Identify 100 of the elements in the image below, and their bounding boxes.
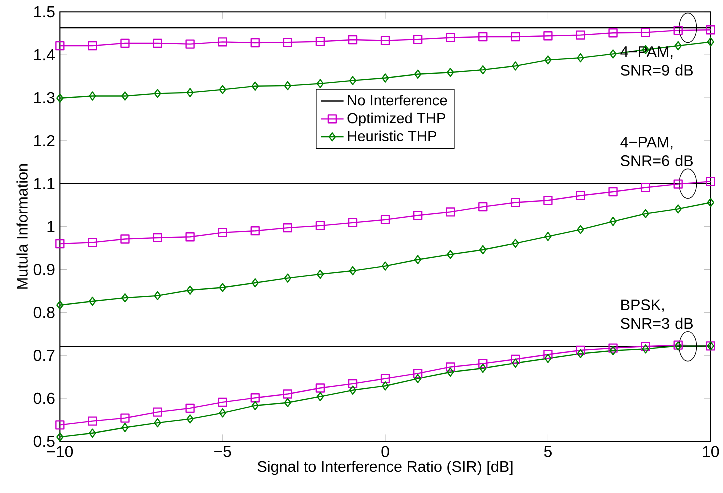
point	[56, 432, 64, 442]
annotation: BPSK, SNR=3 dB	[621, 300, 693, 330]
point	[219, 283, 226, 293]
point	[218, 38, 228, 47]
point	[478, 359, 488, 369]
point	[56, 420, 65, 430]
point	[56, 42, 65, 51]
y-tick-label: 1.4	[34, 50, 55, 61]
point	[512, 62, 520, 71]
y-tick-label: 1.3	[34, 92, 55, 104]
point	[674, 204, 682, 214]
point	[446, 362, 456, 372]
point	[674, 26, 683, 36]
point	[577, 225, 584, 235]
point	[512, 358, 520, 368]
y-tick-label: 1.2	[34, 136, 55, 147]
point	[707, 198, 714, 208]
point	[348, 36, 358, 45]
point	[608, 188, 618, 197]
point	[447, 68, 454, 78]
legend-label: Heuristic THP	[348, 130, 436, 142]
x-tick-label: 10	[703, 446, 720, 458]
point	[250, 394, 260, 403]
point	[446, 33, 456, 43]
y-axis-title: Mutula Information	[16, 164, 28, 290]
point	[641, 183, 650, 193]
point	[250, 226, 260, 236]
point	[316, 37, 326, 47]
point	[413, 369, 423, 378]
point	[511, 32, 520, 42]
point	[153, 408, 162, 418]
point	[511, 355, 520, 364]
x-tick-label: 5	[544, 446, 552, 458]
point	[120, 39, 130, 48]
y-tick-label: 0.6	[34, 393, 55, 404]
point	[641, 342, 650, 352]
point	[544, 232, 552, 242]
point	[706, 177, 716, 187]
point	[380, 36, 390, 46]
point	[219, 408, 226, 418]
y-tick-label: 0.9	[34, 264, 55, 276]
point	[186, 232, 195, 242]
point	[706, 26, 716, 35]
point	[316, 79, 324, 89]
point	[56, 301, 64, 310]
legend-label: No Interference	[348, 95, 448, 106]
y-tick-label: 0.8	[34, 307, 55, 319]
y-tick-label: 1	[48, 222, 55, 232]
x-tick-label: −10	[47, 446, 74, 458]
point	[576, 346, 586, 356]
point	[480, 364, 487, 374]
point	[283, 390, 293, 400]
point	[707, 38, 714, 47]
annotation: 4−PAM, SNR=6 dB	[620, 137, 693, 167]
point	[414, 374, 422, 384]
point	[349, 386, 357, 396]
point	[186, 414, 194, 424]
point	[576, 192, 586, 201]
point	[544, 56, 552, 65]
point	[577, 350, 584, 359]
point	[480, 66, 487, 75]
point	[544, 354, 552, 364]
point	[88, 238, 98, 248]
point	[56, 94, 64, 104]
point	[154, 89, 162, 98]
point	[283, 224, 293, 233]
point	[89, 92, 96, 102]
annotation: 4−PAM, SNR=9 dB	[620, 46, 693, 76]
x-axis-title: Signal to Interference Ratio (SIR) [dB]	[258, 461, 513, 476]
point	[349, 266, 357, 276]
point	[446, 208, 456, 217]
point	[642, 210, 650, 219]
point	[153, 39, 162, 48]
point	[284, 82, 292, 91]
point	[380, 216, 390, 225]
point	[349, 76, 357, 86]
point	[544, 32, 553, 41]
point	[478, 32, 488, 42]
point	[512, 239, 520, 248]
point	[577, 54, 584, 63]
point	[218, 228, 228, 238]
point	[120, 234, 130, 244]
point	[544, 350, 553, 360]
point	[120, 414, 130, 424]
point	[674, 42, 682, 51]
point	[316, 222, 326, 231]
point	[447, 250, 454, 260]
point	[576, 30, 586, 40]
point	[608, 28, 618, 38]
point	[284, 398, 292, 408]
point	[122, 294, 129, 303]
point	[88, 42, 98, 51]
point	[89, 297, 96, 306]
point	[284, 274, 292, 284]
point	[480, 246, 487, 255]
point	[252, 82, 259, 92]
point	[382, 382, 390, 391]
legend-label: Optimized THP	[348, 113, 446, 127]
point	[186, 88, 194, 98]
point	[218, 398, 228, 408]
